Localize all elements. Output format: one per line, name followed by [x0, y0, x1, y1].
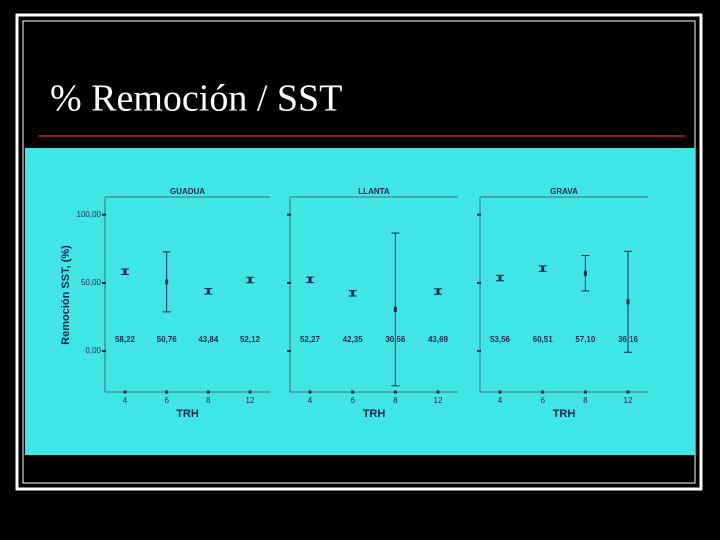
x-tick-label: 4 — [498, 396, 503, 405]
x-tick — [308, 390, 312, 394]
mean-marker — [393, 306, 397, 312]
data-label: 58,22 — [115, 335, 136, 344]
x-tick-label: 12 — [624, 396, 633, 405]
mean-marker — [351, 290, 355, 296]
data-label: 52,12 — [240, 335, 261, 344]
y-tick — [102, 213, 106, 216]
x-tick-label: 8 — [206, 396, 211, 405]
x-tick-label: 4 — [123, 396, 128, 405]
data-label: 42,35 — [343, 335, 364, 344]
x-tick — [436, 390, 440, 394]
data-label: 60,51 — [533, 335, 554, 344]
mean-marker — [308, 277, 312, 283]
chart-area — [25, 148, 695, 455]
x-tick-label: 12 — [246, 396, 255, 405]
data-label: 52,27 — [300, 335, 321, 344]
x-tick — [626, 390, 630, 394]
mean-marker — [123, 269, 127, 275]
y-tick-label: 0,00 — [85, 346, 101, 355]
y-tick — [477, 281, 481, 284]
mean-marker — [436, 289, 440, 295]
y-tick — [102, 281, 106, 284]
x-tick-label: 6 — [540, 396, 545, 405]
mean-marker — [541, 266, 545, 272]
x-tick — [498, 390, 502, 394]
y-tick — [102, 350, 106, 353]
mean-marker — [626, 299, 630, 305]
x-axis-label: TRH — [363, 408, 386, 420]
x-tick — [206, 390, 210, 394]
y-axis-label: Remoción SST, (%) — [60, 245, 72, 345]
x-tick — [123, 390, 127, 394]
y-tick — [287, 213, 291, 216]
x-tick-label: 8 — [583, 396, 588, 405]
x-tick — [583, 390, 587, 394]
slide-title: % Remoción / SST — [50, 78, 342, 120]
x-tick — [351, 390, 355, 394]
x-tick-label: 4 — [308, 396, 313, 405]
mean-marker — [165, 279, 169, 285]
data-label: 43,69 — [428, 335, 449, 344]
y-tick-label: 100,00 — [77, 210, 102, 219]
x-tick-label: 8 — [393, 396, 398, 405]
x-tick-label: 6 — [350, 396, 355, 405]
panel-title: LLANTA — [358, 187, 390, 196]
data-label: 57,10 — [575, 335, 596, 344]
y-tick — [287, 350, 291, 353]
x-tick — [248, 390, 252, 394]
mean-marker — [498, 275, 502, 281]
y-tick — [477, 350, 481, 353]
mean-marker — [583, 270, 587, 276]
y-tick — [477, 213, 481, 216]
y-tick-label: 50,00 — [81, 278, 102, 287]
slide-frame — [15, 13, 703, 491]
x-axis-label: TRH — [553, 408, 576, 420]
x-axis-label: TRH — [176, 408, 199, 420]
data-label: 50,76 — [157, 335, 178, 344]
x-tick-label: 6 — [164, 396, 169, 405]
x-tick — [165, 390, 169, 394]
mean-marker — [206, 288, 210, 294]
x-tick — [541, 390, 545, 394]
data-label: 43,84 — [198, 335, 219, 344]
panel-title: GRAVA — [550, 187, 578, 196]
x-tick-label: 12 — [434, 396, 443, 405]
y-tick — [287, 281, 291, 284]
mean-marker — [248, 277, 252, 283]
x-tick — [393, 390, 397, 394]
data-label: 53,56 — [490, 335, 511, 344]
panel-title: GUADUA — [170, 187, 205, 196]
